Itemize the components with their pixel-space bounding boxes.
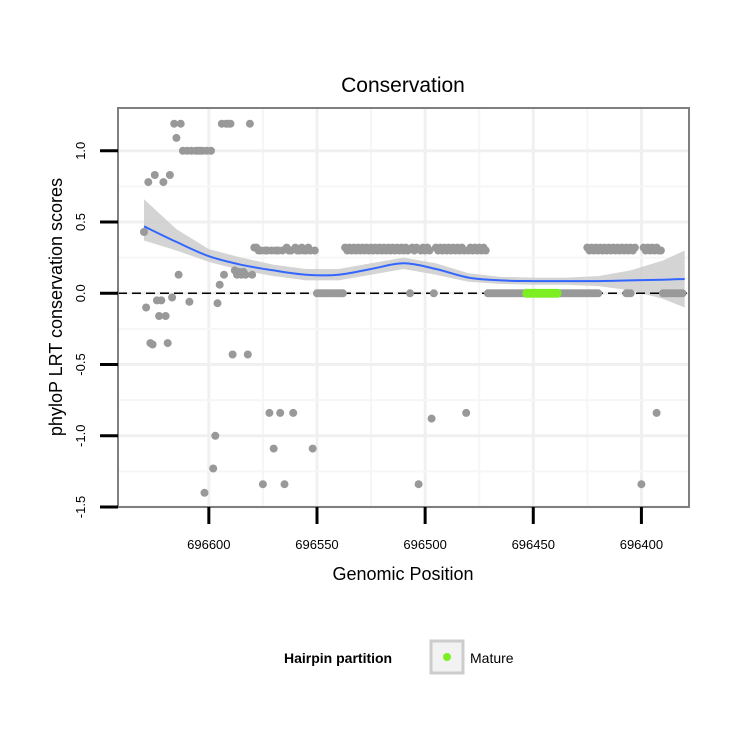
data-point: [163, 339, 172, 348]
data-point: [213, 299, 222, 308]
x-tick-label: 696600: [187, 537, 230, 552]
smooth-line-layer: [143, 225, 685, 283]
data-point: [308, 444, 317, 453]
data-point: [174, 270, 183, 279]
x-axis-title: Genomic Position: [332, 564, 473, 584]
data-point: [170, 119, 179, 128]
data-point: [626, 289, 635, 298]
data-point: [144, 178, 153, 187]
data-point: [427, 414, 436, 423]
data-point: [211, 431, 220, 440]
data-point: [310, 246, 319, 255]
legend-key-box: [429, 639, 465, 675]
data-point: [159, 178, 168, 187]
plot-area: [117, 107, 690, 509]
legend-key-mature: [443, 653, 451, 661]
y-tick-label: -1.5: [73, 496, 88, 518]
data-point: [594, 289, 603, 298]
panel-background: [118, 108, 689, 507]
data-point: [248, 270, 257, 279]
chart-title: Conservation: [341, 74, 465, 97]
y-axis-ticks: -1.5 -1.0 -0.5 0.0 0.5 1.0: [73, 142, 118, 518]
data-point: [656, 246, 665, 255]
data-point: [637, 480, 646, 489]
mature-point: [552, 288, 562, 298]
y-tick-label: -0.5: [73, 353, 88, 375]
data-point: [241, 270, 250, 279]
y-axis-title: phyloP LRT conservation scores: [46, 178, 66, 436]
data-point: [276, 408, 285, 417]
data-points: [140, 119, 687, 497]
data-point: [165, 171, 174, 179]
data-point: [265, 408, 274, 417]
data-point: [429, 289, 438, 298]
data-point: [269, 444, 278, 453]
data-point: [406, 289, 414, 298]
legend-label-mature: Mature: [470, 650, 514, 666]
x-tick-label: 696450: [512, 537, 555, 552]
data-point: [678, 289, 687, 298]
data-point: [462, 408, 471, 417]
y-tick-label: 0.5: [73, 213, 88, 231]
data-point: [176, 119, 185, 128]
data-point: [150, 171, 159, 179]
data-point: [652, 408, 661, 417]
data-point: [226, 119, 235, 128]
data-point: [215, 280, 224, 289]
y-tick-label: 1.0: [73, 142, 88, 160]
data-point: [630, 243, 639, 252]
data-point: [157, 296, 166, 305]
data-point: [338, 289, 347, 298]
panel-border: [117, 107, 690, 508]
legend-title: Hairpin partition: [284, 650, 392, 666]
data-point: [207, 146, 215, 155]
data-point: [481, 246, 490, 255]
smooth-line: [143, 225, 685, 283]
data-point: [258, 480, 267, 489]
y-tick-label: -1.0: [73, 425, 88, 447]
x-axis-ticks: 696600 696550 696500 696450 696400: [187, 507, 663, 552]
x-tick-label: 696400: [620, 537, 663, 552]
data-point: [220, 270, 228, 279]
y-tick-label: 0.0: [73, 284, 88, 302]
data-point: [289, 408, 298, 417]
data-point: [414, 480, 423, 489]
data-point: [172, 133, 181, 142]
data-point: [245, 119, 254, 128]
data-point: [148, 340, 157, 349]
data-point: [280, 480, 289, 489]
data-point: [243, 350, 252, 359]
data-point: [140, 228, 148, 236]
data-point: [155, 312, 164, 320]
data-point: [425, 246, 434, 255]
legend: Hairpin partition Mature: [284, 639, 514, 675]
data-point: [161, 312, 170, 320]
data-point: [200, 488, 209, 497]
x-tick-label: 696550: [295, 537, 338, 552]
data-point: [209, 464, 218, 473]
data-point: [185, 297, 194, 306]
data-point: [168, 293, 177, 302]
mature-points: [522, 288, 562, 298]
x-tick-label: 696500: [403, 537, 446, 552]
data-point: [142, 303, 151, 312]
data-point: [228, 350, 237, 359]
